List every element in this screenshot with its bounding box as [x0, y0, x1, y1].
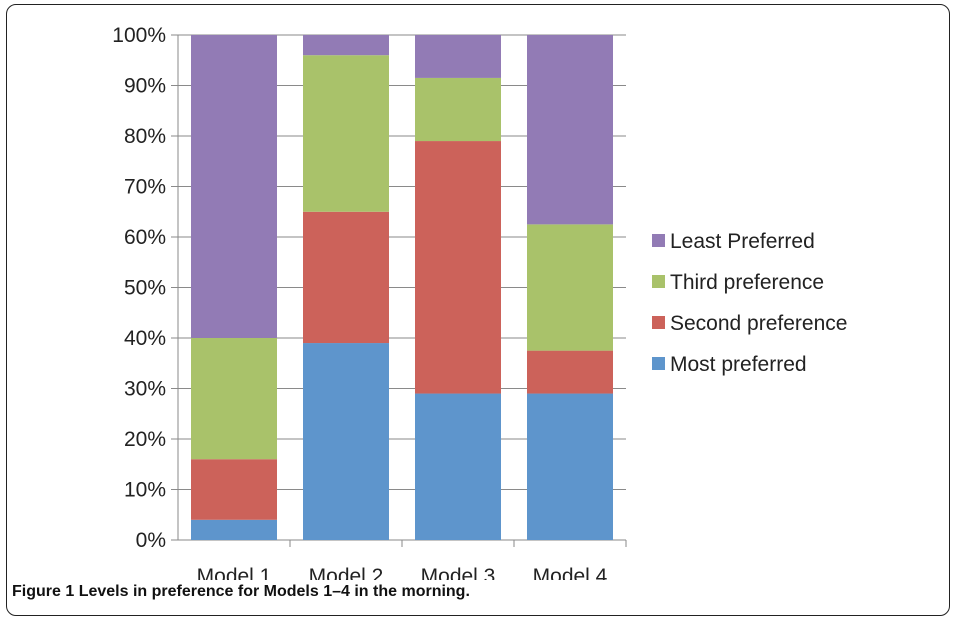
bar-segment	[415, 35, 501, 78]
bars	[191, 35, 613, 540]
legend-label: Second preference	[670, 312, 847, 335]
bar-segment	[303, 343, 389, 540]
legend-label: Third preference	[670, 271, 824, 294]
x-tick-labels: Model 1 Model 2 Model 3 Model 4	[197, 565, 608, 580]
bar-segment	[303, 35, 389, 56]
x-tick-label: Model 4	[533, 565, 608, 580]
figure-caption: Figure 1 Levels in preference for Models…	[12, 583, 470, 601]
y-tick-labels: 0% 10% 20% 30% 40% 50% 60% 70% 80% 90% 100%	[112, 24, 166, 552]
x-tick-label: Model 1	[197, 565, 272, 580]
bar-segment	[303, 211, 389, 344]
bar-segment	[527, 224, 613, 351]
bar-segment	[191, 338, 277, 460]
bar-segment	[191, 35, 277, 338]
caption-label: Figure 1	[12, 583, 75, 600]
x-tick-label: Model 3	[421, 565, 496, 580]
y-tick-label: 100%	[112, 24, 166, 47]
bar-segment	[191, 519, 277, 540]
stacked-bar-chart: 0% 10% 20% 30% 40% 50% 60% 70% 80% 90% 100% Model …	[112, 24, 847, 580]
bar-segment	[191, 459, 277, 520]
y-tick-label: 90%	[124, 75, 166, 98]
bar-segment	[415, 77, 501, 142]
legend-swatch	[652, 234, 665, 247]
bar-segment	[527, 35, 613, 225]
x-tick-label: Model 2	[309, 565, 384, 580]
legend-swatch	[652, 357, 665, 370]
caption-text: Levels in preference for Models 1–4 in t…	[78, 583, 470, 600]
legend-label: Least Preferred	[670, 230, 815, 253]
bar-segment	[415, 141, 501, 394]
y-tick-label: 0%	[136, 529, 166, 552]
y-tick-label: 10%	[124, 479, 166, 502]
legend-swatch	[652, 275, 665, 288]
bar-segment	[303, 55, 389, 212]
legend-label: Most preferred	[670, 353, 807, 376]
y-tick-label: 30%	[124, 378, 166, 401]
y-tick-label: 80%	[124, 125, 166, 148]
y-tick-label: 40%	[124, 327, 166, 350]
y-tick-label: 70%	[124, 176, 166, 199]
bar-segment	[415, 393, 501, 540]
y-tick-label: 50%	[124, 277, 166, 300]
bar-segment	[527, 393, 613, 540]
legend: Least Preferred Third preference Second pr…	[652, 230, 847, 376]
y-tick-label: 20%	[124, 428, 166, 451]
legend-swatch	[652, 316, 665, 329]
bar-segment	[527, 350, 613, 394]
y-tick-label: 60%	[124, 226, 166, 249]
